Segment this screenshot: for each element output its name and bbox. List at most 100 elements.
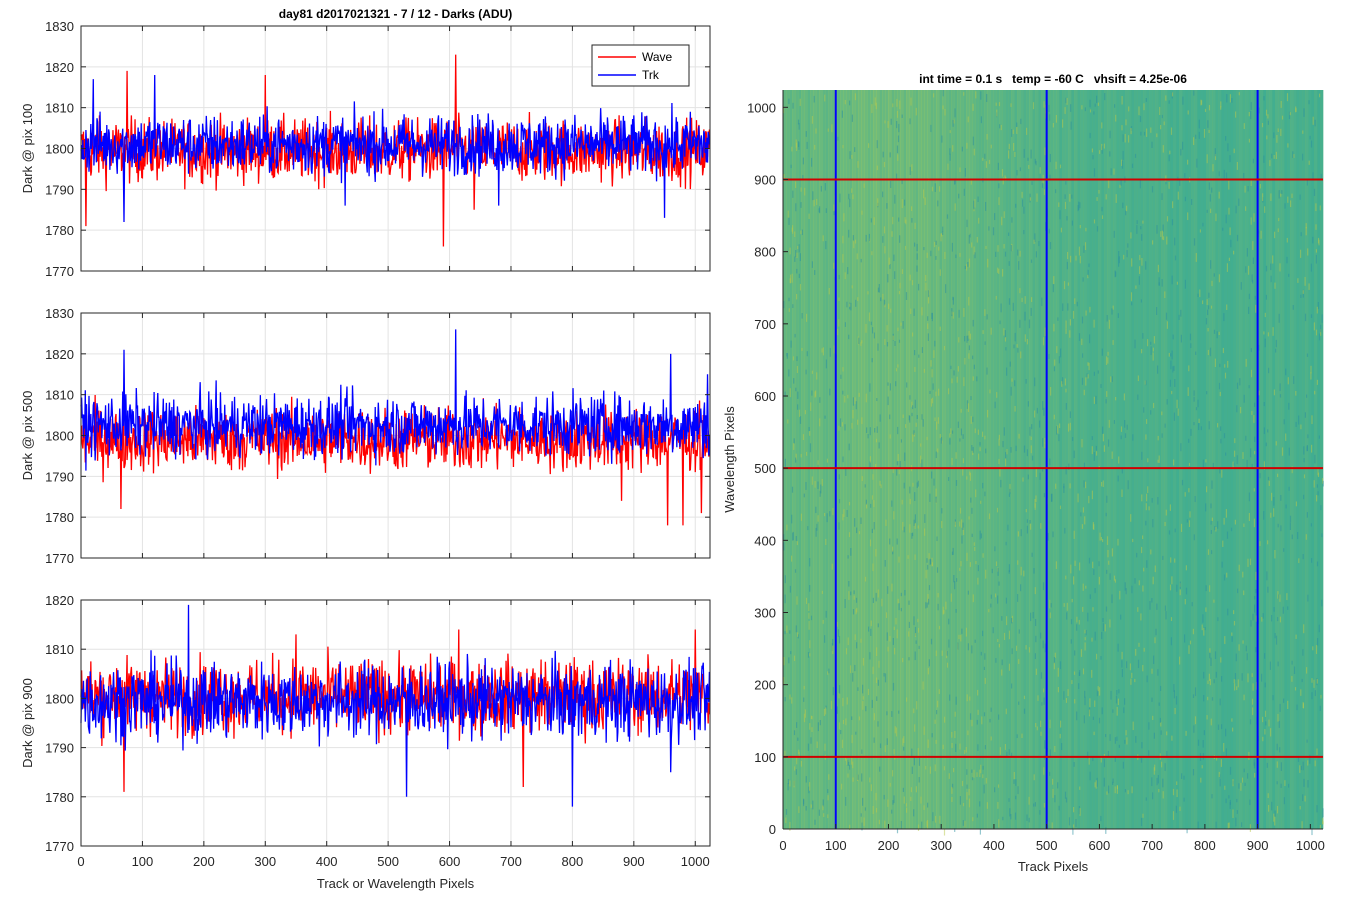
heatmap-speckle	[1320, 694, 1322, 699]
heatmap-speckle	[900, 439, 902, 443]
heatmap-column	[873, 90, 877, 829]
heatmap-speckle	[914, 222, 916, 230]
heatmap-speckle	[805, 482, 807, 490]
heatmap-speckle	[1092, 561, 1094, 569]
heatmap-speckle	[1033, 803, 1035, 807]
heatmap-speckle	[1279, 616, 1281, 623]
heatmap-speckle	[1040, 731, 1042, 736]
heatmap-speckle	[921, 821, 923, 829]
heatmap-speckle	[979, 769, 981, 778]
heatmap-speckle	[1042, 337, 1045, 346]
heatmap-speckle	[795, 250, 797, 258]
heatmap-speckle	[906, 807, 908, 813]
heatmap-speckle	[1308, 100, 1310, 105]
heatmap-speckle	[1232, 727, 1234, 732]
heatmap-speckle	[1059, 733, 1061, 739]
heatmap-speckle	[887, 586, 889, 594]
heatmap-speckle	[986, 802, 988, 809]
heatmap-speckle	[831, 563, 833, 570]
heatmap-column	[813, 90, 817, 829]
heatmap-speckle	[1267, 120, 1269, 125]
heatmap-speckle	[1091, 637, 1093, 642]
heatmap-speckle	[1274, 810, 1276, 817]
heatmap-speckle	[822, 619, 824, 624]
heatmap-speckle	[1254, 596, 1256, 600]
heatmap-speckle	[800, 760, 802, 767]
heatmap-speckle	[1249, 719, 1252, 725]
heatmap-speckle	[1004, 744, 1006, 750]
heatmap-speckle	[829, 388, 831, 396]
heatmap-speckle	[1081, 439, 1083, 448]
heatmap-speckle	[1005, 347, 1007, 351]
heatmap-speckle	[892, 550, 894, 555]
heatmap-speckle	[1305, 534, 1307, 540]
heatmap-speckle	[1151, 141, 1153, 148]
heatmap-speckle	[1245, 358, 1247, 367]
heatmap-column	[1206, 90, 1210, 829]
heatmap-speckle	[962, 522, 964, 530]
heatmap-speckle	[955, 743, 957, 752]
heatmap-speckle	[861, 749, 863, 754]
heatmap-speckle	[939, 815, 941, 824]
heatmap-speckle	[1277, 228, 1279, 233]
heatmap-speckle	[1096, 689, 1098, 697]
heatmap-speckle	[1096, 226, 1099, 232]
heatmap-speckle	[1143, 407, 1145, 413]
heatmap-speckle	[852, 609, 855, 615]
heatmap-speckle	[808, 620, 810, 630]
heatmap-speckle	[916, 265, 918, 272]
heatmap-speckle	[1002, 177, 1004, 185]
heatmap-speckle	[1238, 783, 1240, 789]
heatmap-speckle	[794, 256, 796, 262]
x-tick-label: 400	[316, 854, 338, 869]
heatmap-speckle	[1106, 391, 1108, 397]
heatmap-speckle	[1022, 477, 1024, 482]
heatmap-speckle	[1265, 109, 1268, 116]
heatmap-speckle	[960, 561, 962, 567]
heatmap-column	[1047, 90, 1051, 829]
heatmap-speckle	[1142, 665, 1144, 672]
heatmap-column	[1107, 90, 1111, 829]
heatmap-column	[1017, 90, 1021, 829]
heatmap-speckle	[1047, 533, 1049, 541]
heatmap-speckle	[809, 723, 811, 730]
heatmap-speckle	[1073, 762, 1075, 767]
heatmap-speckle	[1028, 319, 1031, 329]
heatmap-speckle	[1082, 507, 1084, 513]
heatmap-speckle	[794, 766, 796, 771]
heatmap-speckle	[1278, 720, 1280, 728]
heatmap-speckle	[797, 391, 799, 399]
heatmap-speckle	[1070, 104, 1072, 112]
heatmap-speckle	[1033, 568, 1035, 574]
heatmap-speckle	[1259, 184, 1261, 189]
heatmap-speckle	[909, 166, 911, 176]
heatmap-speckle	[806, 141, 808, 149]
heatmap-speckle	[1190, 428, 1192, 436]
series-line-wave	[80, 395, 711, 526]
heatmap-speckle	[1300, 424, 1302, 430]
heatmap-speckle	[1130, 514, 1132, 522]
heatmap-speckle	[1271, 615, 1273, 622]
heatmap-speckle	[1202, 740, 1204, 748]
heatmap-speckle	[1105, 356, 1108, 365]
heatmap-speckle	[1006, 367, 1008, 376]
heatmap-speckle	[1091, 669, 1093, 678]
heatmap-speckle	[1293, 154, 1295, 158]
heatmap-speckle	[1034, 499, 1036, 508]
heatmap-speckle	[1093, 371, 1095, 376]
heatmap-speckle	[1171, 275, 1173, 285]
heatmap-speckle	[797, 634, 799, 639]
heatmap-speckle	[797, 632, 799, 637]
heatmap-speckle	[977, 709, 979, 715]
heatmap-speckle	[1316, 306, 1318, 314]
heatmap-speckle	[1005, 452, 1007, 460]
heatmap-speckle	[994, 546, 996, 552]
heatmap-speckle	[902, 414, 904, 419]
heatmap-speckle	[1300, 689, 1302, 696]
heatmap-speckle	[1160, 231, 1162, 237]
heatmap-speckle	[1004, 337, 1007, 342]
heatmap-speckle	[893, 511, 895, 520]
heatmap-speckle	[1319, 705, 1321, 711]
heatmap-speckle	[1300, 249, 1302, 258]
